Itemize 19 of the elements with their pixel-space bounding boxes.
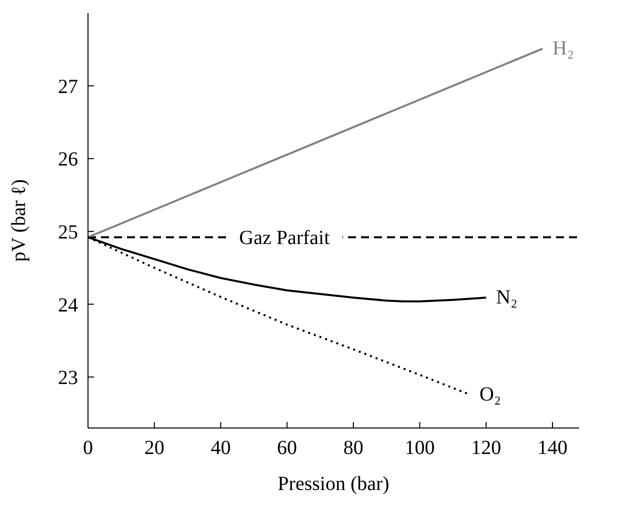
y-axis-title: pV (bar ℓ) bbox=[8, 179, 30, 262]
x-tick-label: 60 bbox=[277, 437, 298, 460]
x-tick-label: 20 bbox=[144, 437, 164, 460]
x-tick-label: 40 bbox=[210, 437, 231, 460]
x-tick-label: 0 bbox=[83, 437, 93, 460]
series-label: N₂ bbox=[496, 286, 518, 309]
x-tick-label: 100 bbox=[404, 437, 435, 460]
y-tick-label: 24 bbox=[58, 294, 78, 316]
x-axis-title: Pression (bar) bbox=[278, 473, 390, 495]
series-label: O₂ bbox=[480, 384, 501, 406]
y-tick-label: 23 bbox=[58, 367, 78, 390]
x-tick-label: 80 bbox=[343, 437, 364, 460]
ref-line-label: Gaz Parfait bbox=[239, 227, 330, 250]
y-tick-label: 26 bbox=[58, 148, 78, 171]
y-tick-label: 25 bbox=[58, 222, 78, 244]
x-tick-label: 120 bbox=[471, 437, 502, 460]
x-tick-label: 140 bbox=[537, 437, 568, 460]
y-tick-label: 27 bbox=[58, 76, 78, 98]
series-label: H₂ bbox=[552, 38, 574, 60]
